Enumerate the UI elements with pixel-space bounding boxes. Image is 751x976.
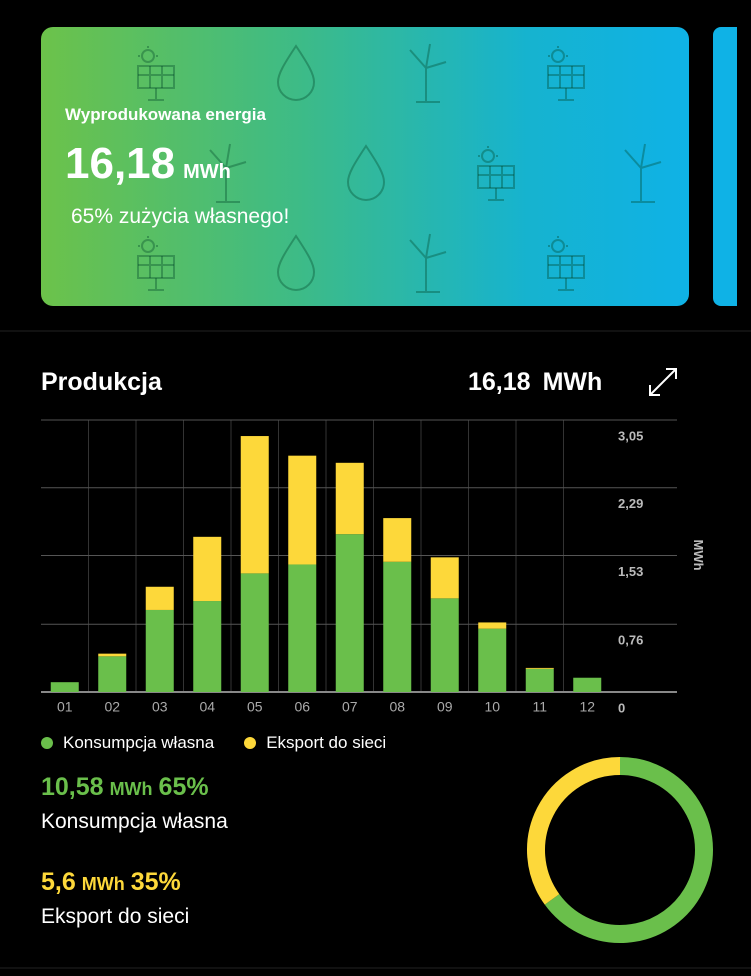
x-tick-label: 06 bbox=[294, 699, 310, 715]
bar-segment bbox=[288, 564, 317, 692]
x-tick-label: 04 bbox=[199, 699, 215, 715]
bar-segment bbox=[98, 653, 127, 657]
expand-icon[interactable] bbox=[649, 368, 677, 396]
bar-segment bbox=[193, 601, 222, 692]
bar-segment bbox=[525, 667, 554, 669]
section-total: 16,18 MWh bbox=[468, 368, 602, 397]
legend-label: Eksport do sieci bbox=[266, 733, 387, 752]
card-value: 16,18 bbox=[65, 139, 176, 188]
bar-segment bbox=[98, 656, 127, 692]
x-tick-label: 02 bbox=[104, 699, 120, 715]
summary-name: Eksport do sieci bbox=[41, 905, 190, 928]
bar-segment bbox=[145, 609, 174, 692]
summary-name: Konsumpcja własna bbox=[41, 810, 228, 833]
bar-segment bbox=[145, 586, 174, 610]
summary-percent: 65% bbox=[158, 773, 209, 801]
bar-segment bbox=[383, 518, 412, 562]
total-unit: MWh bbox=[542, 368, 603, 396]
summary-amount: 10,58 bbox=[41, 773, 104, 801]
card-value-row: 16,18 MWh bbox=[65, 139, 231, 189]
legend-swatch bbox=[41, 737, 53, 749]
x-tick-label: 07 bbox=[342, 699, 358, 715]
legend-label: Konsumpcja własna bbox=[63, 733, 215, 752]
card-title: Wyprodukowana energia bbox=[65, 105, 266, 124]
summary-item: 5,6 MWh 35% Eksport do sieci bbox=[41, 868, 189, 929]
donut-segment bbox=[544, 757, 713, 943]
bar-segment bbox=[193, 536, 222, 602]
summary-percent: 35% bbox=[130, 868, 181, 896]
x-tick-label: 09 bbox=[437, 699, 453, 715]
y-tick-label: 0,76 bbox=[618, 633, 643, 648]
summary-unit: MWh bbox=[109, 779, 153, 799]
bar-segment bbox=[478, 622, 507, 629]
x-tick-label: 08 bbox=[389, 699, 405, 715]
donut-segment bbox=[527, 757, 621, 905]
next-card[interactable] bbox=[713, 27, 737, 306]
bar-segment bbox=[240, 573, 269, 692]
legend-item: Eksport do sieci bbox=[244, 733, 386, 753]
y-axis-label: MWh bbox=[691, 539, 706, 570]
x-tick-label: 05 bbox=[247, 699, 263, 715]
legend-item: Konsumpcja własna bbox=[41, 733, 214, 753]
summary-amount: 5,6 bbox=[41, 868, 76, 896]
summary-item: 10,58 MWh 65% Konsumpcja własna bbox=[41, 773, 228, 834]
y-tick-label: 1,53 bbox=[618, 564, 643, 579]
bar-segment bbox=[430, 557, 459, 599]
bar-segment bbox=[478, 628, 507, 692]
x-tick-label: 03 bbox=[152, 699, 168, 715]
bar-segment bbox=[50, 682, 79, 692]
bar-segment bbox=[335, 534, 364, 692]
x-tick-label: 01 bbox=[57, 699, 73, 715]
bar-segment bbox=[573, 677, 602, 692]
summary-line: 10,58 MWh 65% bbox=[41, 773, 228, 802]
y-tick-label: 0 bbox=[618, 700, 625, 715]
bar-segment bbox=[525, 668, 554, 692]
bar-segment bbox=[240, 436, 269, 574]
x-tick-label: 10 bbox=[484, 699, 500, 715]
y-tick-label: 2,29 bbox=[618, 496, 643, 511]
legend-swatch bbox=[244, 737, 257, 749]
y-tick-label: 3,05 bbox=[618, 428, 643, 443]
bar-segment bbox=[383, 561, 412, 692]
x-tick-label: 12 bbox=[579, 699, 595, 715]
x-tick-label: 11 bbox=[532, 699, 547, 715]
summary-unit: MWh bbox=[81, 874, 125, 894]
bar-segment bbox=[288, 455, 317, 565]
energy-card[interactable]: Wyprodukowana energia 16,18 MWh 65% zuży… bbox=[41, 27, 689, 306]
legend: Konsumpcja własna Eksport do sieci bbox=[41, 733, 386, 753]
total-value: 16,18 bbox=[468, 368, 531, 396]
card-unit: MWh bbox=[183, 161, 231, 183]
section-title: Produkcja bbox=[41, 368, 162, 396]
bar-segment bbox=[335, 462, 364, 535]
bar-segment bbox=[430, 598, 459, 692]
card-subtitle: 65% zużycia własnego! bbox=[71, 205, 290, 228]
summary-line: 5,6 MWh 35% bbox=[41, 868, 189, 897]
